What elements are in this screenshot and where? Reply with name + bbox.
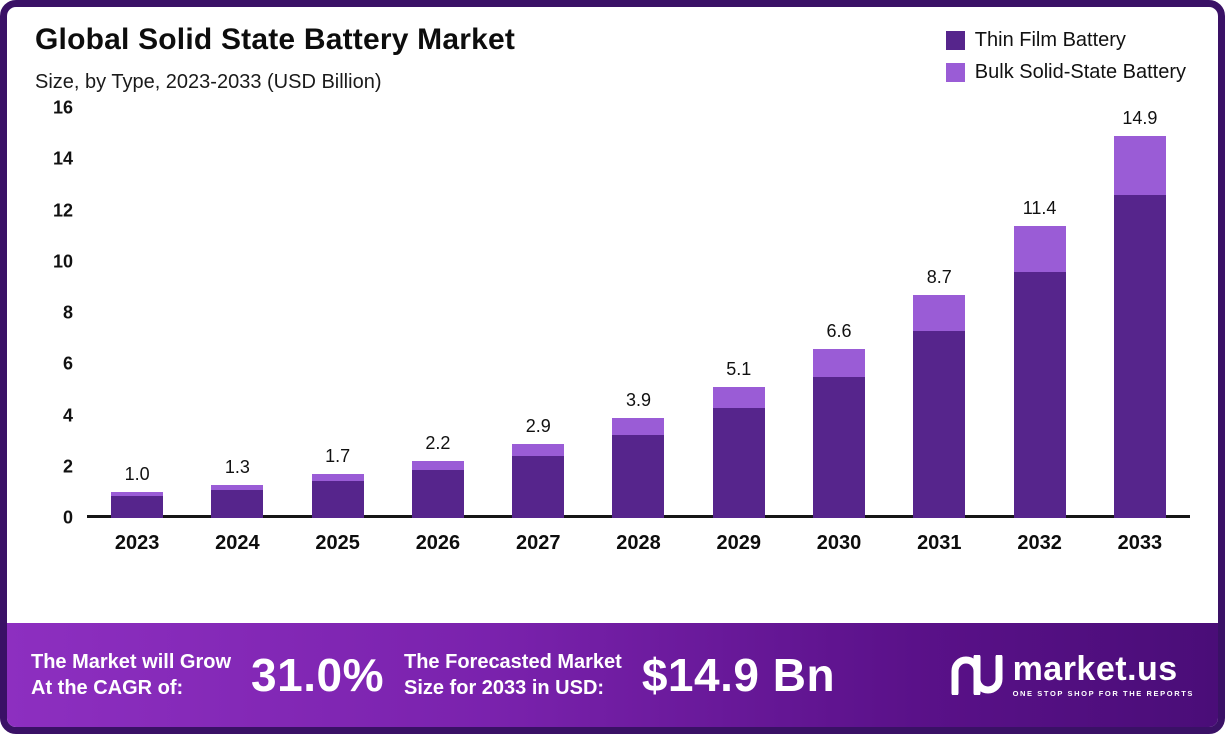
title-block: Global Solid State Battery Market Size, …: [35, 23, 515, 94]
bar-total-label-2023: 1.0: [124, 464, 150, 485]
forecast-caption-line1: The Forecasted Market: [403, 651, 622, 673]
bar-group-2025: 1.7: [288, 108, 388, 518]
bar-group-2027: 2.9: [488, 108, 588, 518]
chart-legend: Thin Film Battery Bulk Solid-State Batte…: [945, 23, 1190, 84]
bar-segment-2026-bulk: [411, 461, 464, 471]
bar-group-2024: 1.3: [187, 108, 287, 518]
forecast-caption-line2: Size for 2033 in USD:: [403, 677, 605, 699]
y-tick-0: 0: [62, 507, 73, 528]
bar-segment-2031-thin-film: [913, 330, 966, 518]
cagr-caption: The Market will Grow At the CAGR of:: [31, 649, 231, 701]
bar-total-label-2027: 2.9: [525, 415, 551, 436]
bar-segment-2028-thin-film: [612, 434, 665, 518]
cagr-value: 31.0%: [251, 649, 384, 701]
brand-text: market.us One Stop Shop For The Reports: [1013, 652, 1194, 698]
x-label-2029: 2029: [716, 532, 762, 554]
bar-segment-2023-bulk: [111, 492, 164, 497]
bar-group-2023: 1.0: [87, 108, 187, 518]
y-tick-2: 2: [62, 456, 73, 477]
bar-segment-2027-thin-film: [512, 456, 565, 518]
forecast-caption: The Forecasted Market Size for 2033 in U…: [404, 649, 622, 701]
bar-segment-2028-bulk: [612, 417, 665, 435]
legend-label-bulk: Bulk Solid-State Battery: [974, 61, 1186, 83]
x-label-2028: 2028: [616, 532, 661, 554]
bar-total-label-2031: 8.7: [926, 266, 952, 287]
bar-segment-2032-thin-film: [1013, 271, 1066, 518]
chart-title: Global Solid State Battery Market: [35, 23, 516, 56]
y-axis: 0 2 4 6 8 10 12 14 16: [35, 98, 87, 528]
bar-group-2032: 11.4: [989, 108, 1089, 518]
cagr-caption-line2: At the CAGR of:: [31, 677, 184, 699]
x-label-2024: 2024: [215, 532, 260, 554]
x-label-2030: 2030: [816, 532, 862, 554]
bar-total-label-2030: 6.6: [826, 320, 852, 341]
y-tick-12: 12: [52, 200, 73, 220]
bar-segment-2025-thin-film: [311, 480, 364, 518]
legend-swatch-thin-film: [945, 31, 965, 50]
brand-tagline: One Stop Shop For The Reports: [1012, 689, 1194, 699]
bar-segment-2033-bulk: [1113, 136, 1166, 195]
y-tick-16: 16: [52, 97, 73, 118]
bar-segment-2030-thin-film: [813, 376, 866, 518]
x-label-2031: 2031: [917, 532, 962, 554]
y-tick-10: 10: [52, 251, 73, 272]
bar-group-2026: 2.2: [388, 108, 488, 518]
legend-item-bulk: Bulk Solid-State Battery: [945, 61, 1186, 84]
chart-section: Global Solid State Battery Market Size, …: [7, 7, 1218, 623]
legend-item-thin-film: Thin Film Battery: [945, 29, 1186, 52]
marketus-logo-icon: [951, 655, 1003, 695]
plot-area: 0 2 4 6 8 10 12 14 16 1.0 1.3 1.7 2.2 2.9 3.9 5.1 6.6 8.…: [35, 98, 1190, 623]
bar-segment-2027-bulk: [512, 443, 565, 457]
bar-segment-2025-bulk: [311, 474, 364, 481]
y-tick-6: 6: [62, 353, 73, 374]
bar-segment-2032-bulk: [1013, 225, 1066, 272]
bar-group-2033: 14.9: [1090, 108, 1190, 518]
x-label-2033: 2033: [1117, 532, 1163, 554]
y-tick-14: 14: [52, 148, 73, 169]
bar-segment-2023-thin-film: [111, 496, 164, 518]
bar-total-label-2025: 1.7: [325, 446, 351, 467]
bar-group-2029: 5.1: [689, 108, 789, 518]
bar-group-2030: 6.6: [789, 108, 889, 518]
brand-name: market.us: [1012, 650, 1178, 689]
brand-logo: market.us One Stop Shop For The Reports: [951, 652, 1194, 698]
bar-plot: 1.0 1.3 1.7 2.2 2.9 3.9 5.1 6.6 8.7 11.4 14.9: [87, 108, 1190, 518]
bar-total-label-2026: 2.2: [425, 433, 451, 454]
chart-header: Global Solid State Battery Market Size, …: [35, 23, 1190, 94]
legend-swatch-bulk: [945, 63, 965, 82]
y-tick-4: 4: [62, 405, 73, 425]
bar-segment-2026-thin-film: [411, 470, 464, 518]
bar-group-2031: 8.7: [889, 108, 989, 518]
x-label-2025: 2025: [315, 532, 360, 554]
x-label-2027: 2027: [515, 532, 561, 554]
bar-total-label-2032: 11.4: [1022, 197, 1057, 218]
x-label-2023: 2023: [114, 532, 160, 554]
legend-label-thin-film: Thin Film Battery: [974, 29, 1126, 51]
x-label-2032: 2032: [1017, 532, 1062, 554]
bar-segment-2024-thin-film: [211, 489, 264, 518]
chart-subtitle: Size, by Type, 2023-2033 (USD Billion): [35, 71, 382, 93]
bar-total-label-2033: 14.9: [1122, 108, 1158, 128]
bar-total-label-2029: 5.1: [726, 359, 752, 380]
bar-segment-2024-bulk: [211, 484, 264, 490]
bar-segment-2031-bulk: [913, 294, 966, 331]
bar-segment-2029-thin-film: [712, 407, 765, 518]
bar-segment-2030-bulk: [813, 348, 866, 377]
bar-total-label-2028: 3.9: [625, 389, 651, 410]
footer-banner: The Market will Grow At the CAGR of: 31.…: [7, 623, 1218, 727]
bar-segment-2033-thin-film: [1113, 194, 1166, 518]
cagr-caption-line1: The Market will Grow: [31, 651, 232, 673]
bar-total-label-2024: 1.3: [224, 456, 250, 477]
bar-group-2028: 3.9: [588, 108, 688, 518]
forecast-value: $14.9 Bn: [641, 649, 836, 701]
x-label-2026: 2026: [415, 532, 461, 554]
x-axis-labels: 2023 2024 2025 2026 2027 2028 2029 2030 2031 2032…: [87, 532, 1190, 555]
y-tick-8: 8: [62, 302, 73, 323]
bar-segment-2029-bulk: [712, 387, 765, 408]
